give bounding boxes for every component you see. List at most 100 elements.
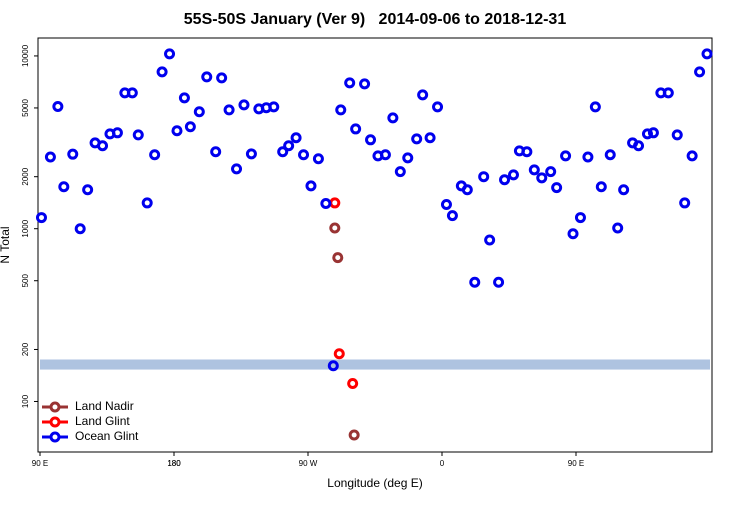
point [223, 104, 235, 116]
point [238, 99, 250, 111]
point [193, 106, 205, 118]
point [347, 378, 359, 390]
plot-frame [37, 37, 713, 453]
point [493, 276, 505, 288]
point [268, 101, 280, 113]
point [132, 129, 144, 141]
point [528, 164, 540, 176]
point [327, 360, 339, 372]
point [701, 48, 713, 60]
point [424, 132, 436, 144]
y-tick-label: 500 [21, 273, 30, 287]
point [335, 104, 347, 116]
point [551, 182, 563, 194]
y-tick-label: 5000 [21, 98, 30, 116]
point [156, 66, 168, 78]
x-tick-label: 90 W [299, 459, 318, 468]
point [350, 123, 362, 135]
point [379, 149, 391, 161]
point [52, 100, 64, 112]
x-axis-label: Longitude (deg E) [327, 476, 422, 490]
point [604, 149, 616, 161]
point [499, 174, 511, 186]
point [290, 132, 302, 144]
point [178, 92, 190, 104]
point [74, 223, 86, 235]
point [149, 149, 161, 161]
point [574, 212, 586, 224]
point [595, 181, 607, 193]
legend-marker [49, 431, 61, 443]
point [126, 87, 138, 99]
point [305, 180, 317, 192]
x-tick-label: 90 E [32, 459, 48, 468]
point [210, 146, 222, 158]
x-tick-label: 0 [440, 459, 445, 468]
y-axis-label: N Total [0, 226, 12, 263]
point [545, 166, 557, 178]
point [283, 140, 295, 152]
chart-title: 55S-50S January (Ver 9) 2014-09-06 to 20… [184, 11, 567, 28]
point [344, 77, 356, 89]
shaded-band [40, 359, 710, 370]
point [618, 184, 630, 196]
legend-label: Land Glint [75, 414, 130, 428]
point [440, 199, 452, 211]
point [320, 197, 332, 209]
legend-marker [49, 416, 61, 428]
point [216, 72, 228, 84]
point [633, 140, 645, 152]
point [432, 101, 444, 113]
point [461, 184, 473, 196]
point [67, 148, 79, 160]
point [662, 87, 674, 99]
point [329, 197, 341, 209]
point [560, 150, 572, 162]
y-tick-label: 2000 [21, 167, 30, 185]
point [589, 101, 601, 113]
point [402, 152, 414, 164]
point [686, 150, 698, 162]
point [141, 197, 153, 209]
point [469, 276, 481, 288]
point [333, 348, 345, 360]
point [679, 197, 691, 209]
point [567, 228, 579, 240]
point [694, 66, 706, 78]
point [164, 48, 176, 60]
point [44, 151, 56, 163]
point [171, 125, 183, 137]
point [671, 129, 683, 141]
point [348, 429, 360, 441]
legend-marker [49, 401, 61, 413]
point [184, 121, 196, 133]
point [231, 163, 243, 175]
point [536, 172, 548, 184]
point [201, 71, 213, 83]
point [332, 252, 344, 264]
y-tick-label: 1000 [21, 219, 30, 237]
point [507, 169, 519, 181]
point [277, 146, 289, 158]
point [97, 140, 109, 152]
point [111, 127, 123, 139]
point [394, 166, 406, 178]
point [641, 128, 653, 140]
point [359, 78, 371, 90]
point [365, 134, 377, 146]
y-tick-label: 10000 [21, 44, 30, 67]
point [411, 133, 423, 145]
point [329, 222, 341, 234]
point [82, 184, 94, 196]
point [484, 234, 496, 246]
y-tick-label: 100 [21, 394, 30, 408]
point [245, 148, 257, 160]
point [298, 149, 310, 161]
point [446, 210, 458, 222]
x-tick-label: 180 [167, 459, 181, 468]
point [387, 112, 399, 124]
point [647, 127, 659, 139]
point [612, 222, 624, 234]
x-tick-label: 180 [167, 459, 181, 468]
